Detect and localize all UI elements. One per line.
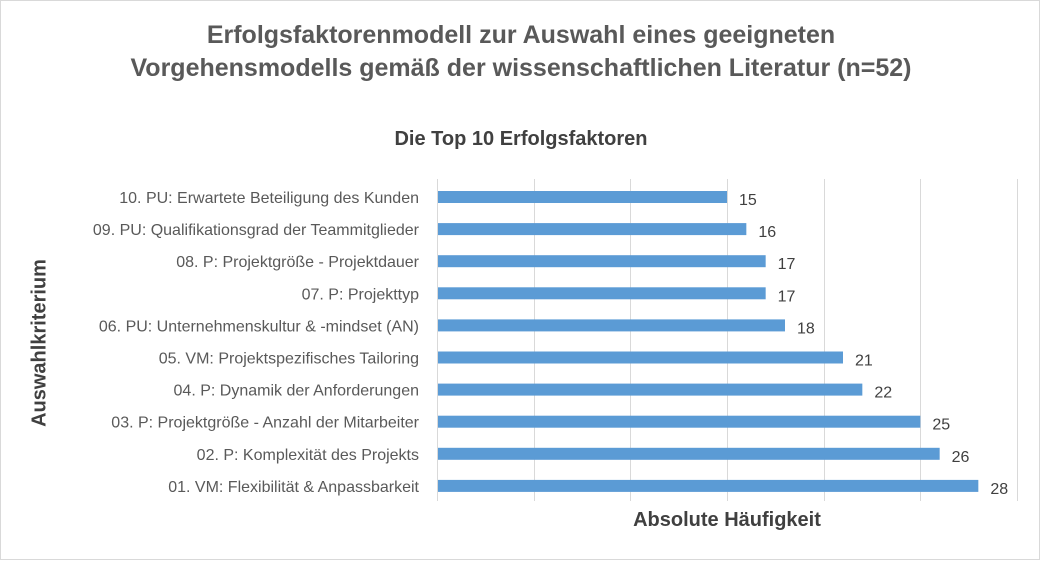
data-label: 26 bbox=[952, 449, 970, 466]
bar bbox=[438, 319, 785, 332]
bar bbox=[438, 223, 747, 236]
chart-subtitle: Die Top 10 Erfolgsfaktoren bbox=[394, 128, 648, 150]
bar bbox=[438, 415, 921, 428]
bar bbox=[438, 351, 843, 364]
data-label: 28 bbox=[990, 481, 1008, 498]
x-axis-title: Absolute Häufigkeit bbox=[633, 509, 821, 531]
bar bbox=[438, 191, 727, 203]
category-label: 06. PU: Unternehmenskultur & -mindset (A… bbox=[99, 318, 419, 335]
data-label: 21 bbox=[855, 353, 873, 370]
category-label: 08. P: Projektgröße - Projektdauer bbox=[176, 254, 419, 271]
data-label: 22 bbox=[874, 385, 892, 402]
category-label: 09. PU: Qualifikationsgrad der Teammitgl… bbox=[93, 222, 420, 239]
bar bbox=[438, 383, 863, 396]
chart-title-line-1: Erfolgsfaktorenmodell zur Auswahl eines … bbox=[206, 21, 836, 49]
data-label: 25 bbox=[932, 417, 950, 434]
data-label: 16 bbox=[758, 224, 776, 241]
bar bbox=[438, 447, 940, 460]
chart-title-line-2: Vorgehensmodells gemäß der wissenschaftl… bbox=[130, 54, 912, 82]
bar bbox=[438, 255, 766, 268]
data-label: 17 bbox=[778, 256, 796, 273]
category-label: 01. VM: Flexibilität & Anpassbarkeit bbox=[168, 479, 419, 496]
data-label: 18 bbox=[797, 320, 815, 337]
chart-title: Erfolgsfaktorenmodell zur Auswahl eines … bbox=[1, 19, 1040, 85]
bar bbox=[438, 479, 979, 492]
data-label: 17 bbox=[778, 288, 796, 305]
category-label: 10. PU: Erwartete Beteiligung des Kunden bbox=[119, 190, 419, 207]
bar bbox=[438, 287, 766, 300]
data-label: 15 bbox=[739, 192, 757, 209]
category-label: 07. P: Projekttyp bbox=[302, 286, 419, 303]
category-label: 02. P: Komplexität des Projekts bbox=[197, 447, 419, 464]
category-label: 05. VM: Projektspezifisches Tailoring bbox=[159, 351, 419, 368]
category-label: 04. P: Dynamik der Anforderungen bbox=[174, 383, 419, 400]
category-label: 03. P: Projektgröße - Anzahl der Mitarbe… bbox=[111, 415, 419, 432]
